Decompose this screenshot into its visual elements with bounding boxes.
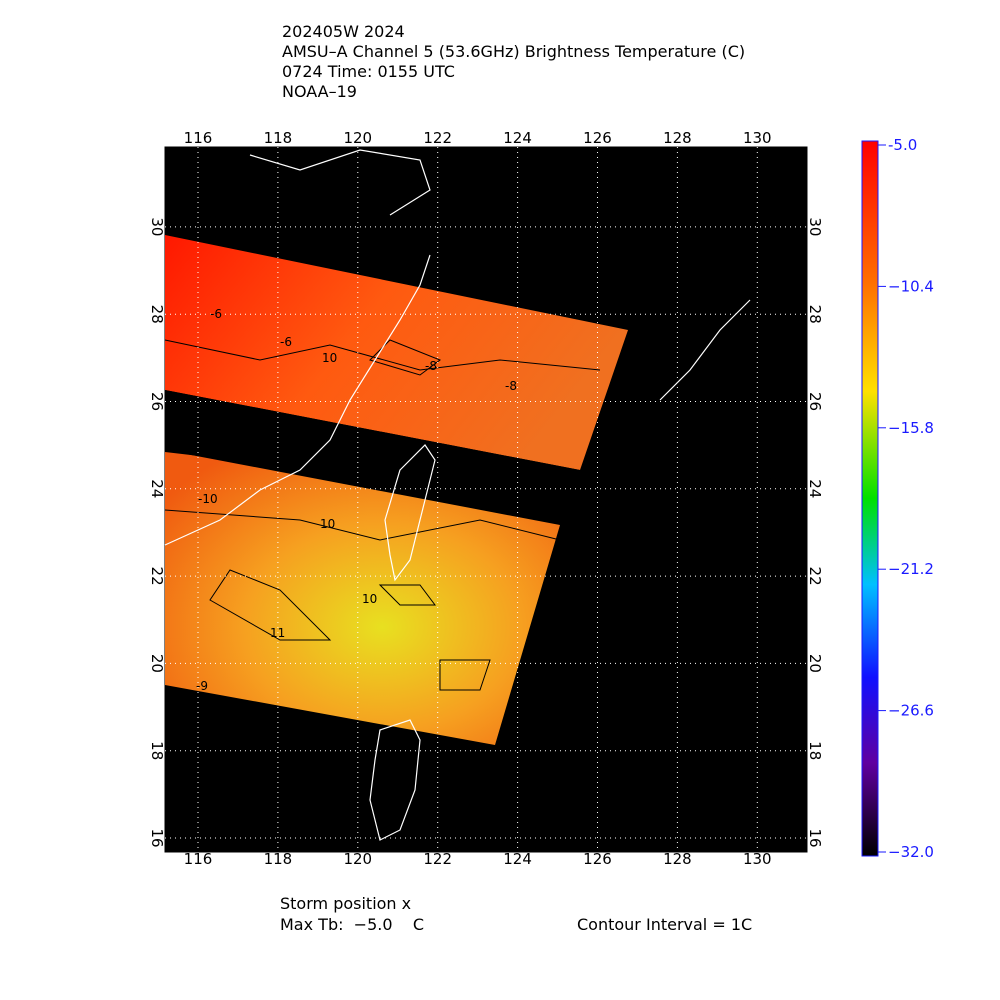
colorbar-label: −32.0: [888, 843, 934, 861]
colorbar-label: -5.0: [888, 136, 917, 154]
colorbar-label: −26.6: [888, 702, 934, 720]
contour-label: -8: [505, 379, 517, 393]
contour-label: -6: [280, 335, 292, 349]
colorbar-label: −21.2: [888, 560, 934, 578]
contour-label: 10: [322, 351, 337, 365]
lat-label-right: 26: [806, 392, 824, 411]
lon-label-bottom: 122: [423, 850, 452, 868]
graticule: [165, 147, 807, 852]
lat-label-right: 24: [806, 479, 824, 498]
lat-label-right: 30: [806, 217, 824, 236]
lat-label-right: 22: [806, 567, 824, 586]
max-tb: Max Tb: −5.0 C: [280, 915, 424, 934]
lat-label-right: 16: [806, 828, 824, 847]
axis-labels: 116 116 118 118 120 120 122 122 124 124 126 126 128 1…: [148, 129, 824, 868]
lon-label-bottom: 116: [184, 850, 213, 868]
storm-position: Storm position x: [280, 894, 411, 913]
lat-label-right: 18: [806, 741, 824, 760]
lat-label-left: 26: [148, 392, 166, 411]
lat-label-left: 28: [148, 305, 166, 324]
contour-label: -10: [198, 492, 218, 506]
lon-label-bottom: 130: [743, 850, 772, 868]
lon-label-bottom: 120: [343, 850, 372, 868]
colorbar-label: −15.8: [888, 419, 934, 437]
lat-label-left: 18: [148, 741, 166, 760]
lat-label-right: 20: [806, 654, 824, 673]
lat-label-left: 22: [148, 567, 166, 586]
contours: [164, 339, 601, 691]
lon-label-bottom: 126: [583, 850, 612, 868]
lon-label-top: 124: [503, 129, 532, 147]
title-line: NOAA–19: [282, 82, 357, 101]
colorbar-labels: -5.0 −10.4 −15.8 −21.2 −26.6 −32.0: [878, 136, 934, 861]
swath-gap: [165, 390, 580, 500]
contour-label: 10: [320, 517, 335, 531]
lat-label-left: 16: [148, 828, 166, 847]
lon-label-bottom: 128: [663, 850, 692, 868]
lat-label-left: 30: [148, 217, 166, 236]
lon-label-top: 116: [184, 129, 213, 147]
contour-interval: Contour Interval = 1C: [577, 915, 752, 934]
lon-label-top: 128: [663, 129, 692, 147]
contour-label: -8: [425, 359, 437, 373]
swath-upper: [165, 235, 628, 470]
contour-label: -6: [210, 307, 222, 321]
lon-label-top: 126: [583, 129, 612, 147]
title-line: AMSU–A Channel 5 (53.6GHz) Brightness Te…: [282, 42, 745, 61]
lon-label-top: 122: [423, 129, 452, 147]
lon-label-top: 130: [743, 129, 772, 147]
lon-label-top: 120: [343, 129, 372, 147]
lat-label-left: 24: [148, 479, 166, 498]
contour-label: -9: [196, 679, 208, 693]
contour-labels: -6 -6 10 -8 -8 10 -10 11 10 -9: [196, 307, 517, 693]
contour-label: 11: [270, 626, 285, 640]
lat-label-left: 20: [148, 654, 166, 673]
colorbar-label: −10.4: [888, 277, 934, 295]
lon-label-bottom: 124: [503, 850, 532, 868]
lat-label-right: 28: [806, 305, 824, 324]
title-line: 0724 Time: 0155 UTC: [282, 62, 455, 81]
colorbar: [861, 140, 879, 857]
coastline: [164, 149, 751, 841]
lon-label-bottom: 118: [264, 850, 293, 868]
contour-label: 10: [362, 592, 377, 606]
lon-label-top: 118: [264, 129, 293, 147]
title-line: 202405W 2024: [282, 22, 405, 41]
